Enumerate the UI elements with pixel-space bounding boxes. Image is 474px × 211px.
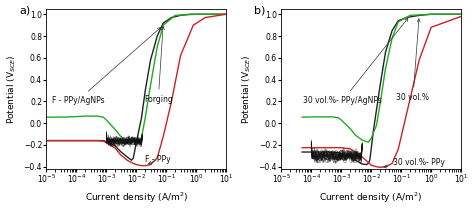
Text: a): a) [19,6,30,16]
Text: 30 vol.%: 30 vol.% [396,19,429,101]
Y-axis label: Potential (V$_{SCE}$): Potential (V$_{SCE}$) [6,54,18,124]
Text: F - PPy/AgNPs: F - PPy/AgNPs [52,27,161,105]
X-axis label: Current density (A/m$^2$): Current density (A/m$^2$) [84,191,188,206]
X-axis label: Current density (A/m$^2$): Current density (A/m$^2$) [319,191,423,206]
Text: Forging: Forging [144,27,173,104]
Text: F - PPy: F - PPy [145,155,171,164]
Text: 30 vol.%- PPy: 30 vol.%- PPy [384,158,445,168]
Text: 30 vol.%- PPy/AgNPs: 30 vol.%- PPy/AgNPs [303,18,408,105]
Y-axis label: Potential (V$_{SCE}$): Potential (V$_{SCE}$) [240,54,253,124]
Text: b): b) [254,6,265,16]
